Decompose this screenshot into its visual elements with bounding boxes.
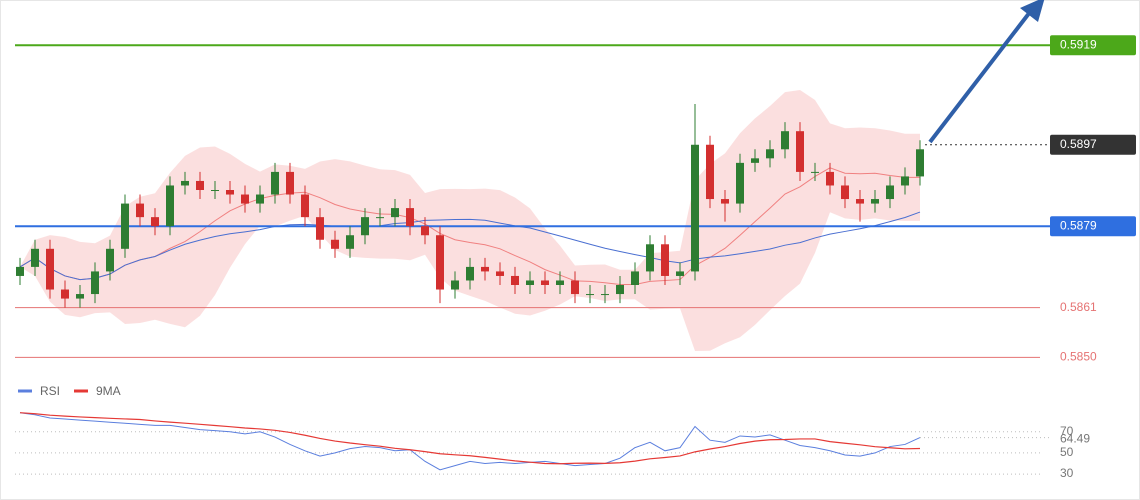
- candle-body: [211, 190, 219, 191]
- candle-body: [481, 266, 489, 272]
- candle-body: [736, 162, 744, 204]
- band-middle: [19, 167, 920, 286]
- candle-body: [376, 217, 384, 219]
- candle-body: [601, 294, 609, 296]
- candle-body: [691, 144, 699, 272]
- candle-body: [916, 149, 924, 177]
- candle-body: [151, 217, 159, 227]
- price-label: 0.5850: [1060, 350, 1097, 364]
- candle-body: [271, 171, 279, 195]
- candle-body: [571, 280, 579, 295]
- candle-body: [901, 176, 909, 186]
- candle-body: [406, 208, 414, 227]
- candle-body: [76, 294, 84, 299]
- candle-body: [136, 203, 144, 218]
- candle-body: [226, 190, 234, 195]
- price-tag: [1050, 216, 1136, 237]
- candle-body: [361, 217, 369, 236]
- candle-body: [871, 199, 879, 204]
- candle-body: [166, 185, 174, 227]
- candle-body: [256, 194, 264, 204]
- candle-body: [301, 194, 309, 218]
- candle-body: [616, 285, 624, 295]
- price-label: 0.5897: [1060, 137, 1097, 151]
- bollinger-band: [20, 90, 920, 352]
- candle-body: [781, 131, 789, 150]
- candle-body: [121, 203, 129, 249]
- candle-body: [511, 275, 519, 285]
- candle-body: [811, 171, 819, 173]
- rsi-ma-line: [19, 412, 921, 465]
- candle-body: [706, 144, 714, 200]
- candle-body: [436, 235, 444, 290]
- candle-body: [676, 271, 684, 276]
- price-label: 0.5861: [1060, 300, 1097, 314]
- candle-body: [181, 180, 189, 186]
- candle-body: [766, 149, 774, 159]
- candle-body: [856, 199, 864, 204]
- candle-body: [316, 217, 324, 240]
- candle-body: [391, 208, 399, 218]
- candle-body: [721, 199, 729, 204]
- legend-label: 9MA: [96, 384, 121, 398]
- candle-body: [751, 158, 759, 163]
- rsi-last-label: 64.49: [1060, 432, 1090, 446]
- candle-body: [91, 271, 99, 295]
- trend-arrow: [928, 10, 1032, 144]
- candle-body: [241, 194, 249, 204]
- candle-body: [646, 244, 654, 272]
- candle-body: [526, 280, 534, 285]
- candle-body: [346, 235, 354, 249]
- price-label: 0.5919: [1060, 37, 1097, 51]
- candle-body: [796, 131, 804, 172]
- candle-body: [556, 280, 564, 285]
- candle-body: [586, 294, 594, 296]
- candle-body: [541, 280, 549, 285]
- candle-body: [31, 248, 39, 267]
- y-tick-label: 30: [1060, 466, 1074, 480]
- rsi-line: [19, 412, 921, 471]
- candle-body: [466, 266, 474, 281]
- candle-body: [331, 239, 339, 249]
- candle-body: [196, 180, 204, 190]
- price-tag: [1050, 35, 1136, 56]
- candle-body: [631, 271, 639, 285]
- price-tag: [1050, 134, 1136, 155]
- y-tick-label: 70: [1060, 424, 1074, 438]
- candle-body: [826, 171, 834, 186]
- candle-body: [61, 289, 69, 299]
- trend-arrowhead: [1020, 0, 1045, 22]
- candle-body: [886, 185, 894, 200]
- candle-body: [106, 248, 114, 272]
- candle-body: [286, 171, 294, 195]
- y-tick-label: 50: [1060, 445, 1074, 459]
- candle-body: [841, 185, 849, 200]
- candle-body: [16, 266, 24, 276]
- legend-label: RSI: [40, 384, 60, 398]
- candle-body: [421, 226, 429, 236]
- candle-body: [661, 244, 669, 276]
- moving-average: [19, 211, 921, 281]
- candle-body: [46, 248, 54, 290]
- candle-body: [451, 280, 459, 290]
- candle-body: [496, 271, 504, 276]
- price-panel: 0.5919 0.5897 0.5879 0.5861 0.5850: [15, 35, 1136, 364]
- price-label: 0.5879: [1060, 218, 1097, 232]
